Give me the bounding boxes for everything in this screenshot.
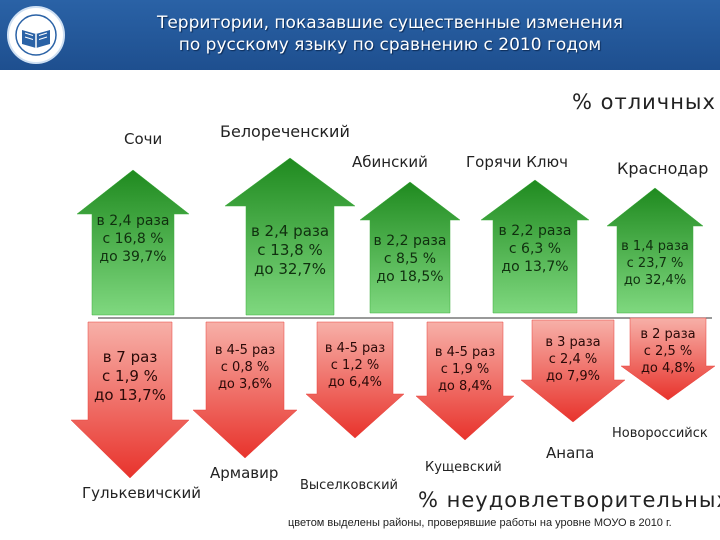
down-arrow-l3: до 7,9%	[545, 369, 601, 384]
up-arrow-text: в 2,2 раза с 6,3 % до 13,7%	[465, 222, 605, 276]
up-arrow-l2: с 8,5 %	[383, 251, 437, 267]
down-arrow-l1: в 4-5 раз	[434, 345, 496, 360]
up-arrow-l2: с 23,7 %	[626, 256, 684, 271]
down-arrow-text: в 4-5 раз с 1,9 % до 8,4%	[395, 344, 535, 395]
down-district-label: Новороссийск	[612, 426, 708, 441]
down-arrow-l1: в 7 раз	[102, 348, 158, 366]
up-arrow	[224, 157, 356, 316]
up-arrow	[76, 169, 190, 316]
down-arrow-l2: с 1,9 %	[102, 367, 158, 385]
up-arrow-text: в 2,4 раза с 13,8 % до 32,7%	[220, 222, 360, 279]
down-arrow-text: в 4-5 раз с 1,2 % до 6,4%	[285, 340, 425, 391]
down-arrow-l3: до 8,4%	[437, 379, 493, 394]
up-arrow-l1: в 2,2 раза	[373, 233, 447, 249]
up-arrow	[359, 181, 461, 314]
up-arrow-l3: до 18,5%	[376, 269, 444, 285]
down-arrow-l2: с 2,5 %	[643, 344, 693, 359]
up-arrow-l2: с 16,8 %	[102, 231, 164, 247]
down-district-label: Армавир	[210, 464, 279, 482]
down-arrow-l1: в 2 раза	[640, 327, 696, 342]
up-arrow-l1: в 2,4 раза	[250, 222, 330, 240]
up-arrow-l3: до 32,7%	[254, 260, 326, 278]
down-arrow-text: в 7 раз с 1,9 % до 13,7%	[60, 348, 200, 405]
footnote: цветом выделены районы, проверявшие рабо…	[288, 517, 672, 529]
up-arrow-text: в 2,4 раза с 16,8 % до 39,7%	[63, 212, 203, 266]
up-arrow-l1: в 2,2 раза	[498, 223, 572, 239]
down-arrow	[620, 317, 716, 401]
up-arrow-l3: до 32,4%	[623, 273, 687, 288]
up-arrow-l3: до 13,7%	[501, 259, 569, 275]
up-district-label: Горячи Ключ	[466, 153, 568, 171]
up-arrow	[606, 187, 704, 314]
page-title: Территории, показавшие существенные изме…	[90, 12, 690, 56]
down-arrow-l1: в 4-5 раз	[324, 341, 386, 356]
down-arrow-l2: с 1,9 %	[440, 362, 490, 377]
education-logo-icon	[7, 6, 65, 64]
down-arrow-text: в 3 раза с 2,4 % до 7,9%	[503, 334, 643, 385]
down-arrow-l3: до 3,6%	[217, 377, 273, 392]
down-arrow-l2: с 2,4 %	[548, 352, 598, 367]
up-district-label: Абинский	[352, 153, 428, 171]
up-district-label: Краснодар	[617, 159, 709, 178]
up-arrow-l1: в 2,4 раза	[96, 213, 170, 229]
title-line-2: по русскому языку по сравнению с 2010 го…	[178, 35, 602, 55]
down-arrow	[305, 321, 405, 439]
down-arrow-text: в 2 раза с 2,5 % до 4,8%	[598, 326, 720, 377]
header-bar: Территории, показавшие существенные изме…	[0, 0, 720, 70]
down-district-label: Кущевский	[425, 460, 502, 475]
up-arrow-l3: до 39,7%	[99, 249, 167, 265]
up-arrow-l2: с 6,3 %	[508, 241, 562, 257]
down-arrow-l2: с 1,2 %	[330, 358, 380, 373]
down-arrow-l3: до 4,8%	[640, 361, 696, 376]
down-district-label: Гулькевичский	[82, 484, 201, 502]
up-district-label: Белореченский	[220, 122, 350, 141]
down-arrow	[192, 321, 298, 459]
down-arrow-l3: до 13,7%	[94, 386, 166, 404]
up-district-label: Сочи	[124, 130, 163, 148]
down-arrow	[520, 319, 626, 423]
down-district-label: Выселковский	[300, 478, 399, 493]
down-arrow-text: в 4-5 раз с 0,8 % до 3,6%	[175, 342, 315, 393]
up-arrow-text: в 1,4 раза с 23,7 % до 32,4%	[585, 238, 720, 289]
up-arrow	[480, 179, 590, 314]
down-arrow-l2: с 0,8 %	[220, 360, 270, 375]
up-arrow-l1: в 1,4 раза	[621, 239, 689, 254]
down-arrow-l3: до 6,4%	[327, 375, 383, 390]
excellent-label: % отличных	[572, 90, 716, 114]
down-arrow-l1: в 3 раза	[545, 335, 601, 350]
title-line-1: Территории, показавшие существенные изме…	[156, 13, 624, 33]
up-arrow-l2: с 13,8 %	[257, 241, 323, 259]
down-arrow-l1: в 4-5 раз	[214, 343, 276, 358]
unsatisfactory-label: % неудовлетворительных	[418, 488, 720, 512]
down-arrow	[70, 321, 190, 479]
up-arrow-text: в 2,2 раза с 8,5 % до 18,5%	[340, 232, 480, 286]
down-arrow	[415, 321, 515, 441]
down-district-label: Анапа	[546, 444, 595, 462]
